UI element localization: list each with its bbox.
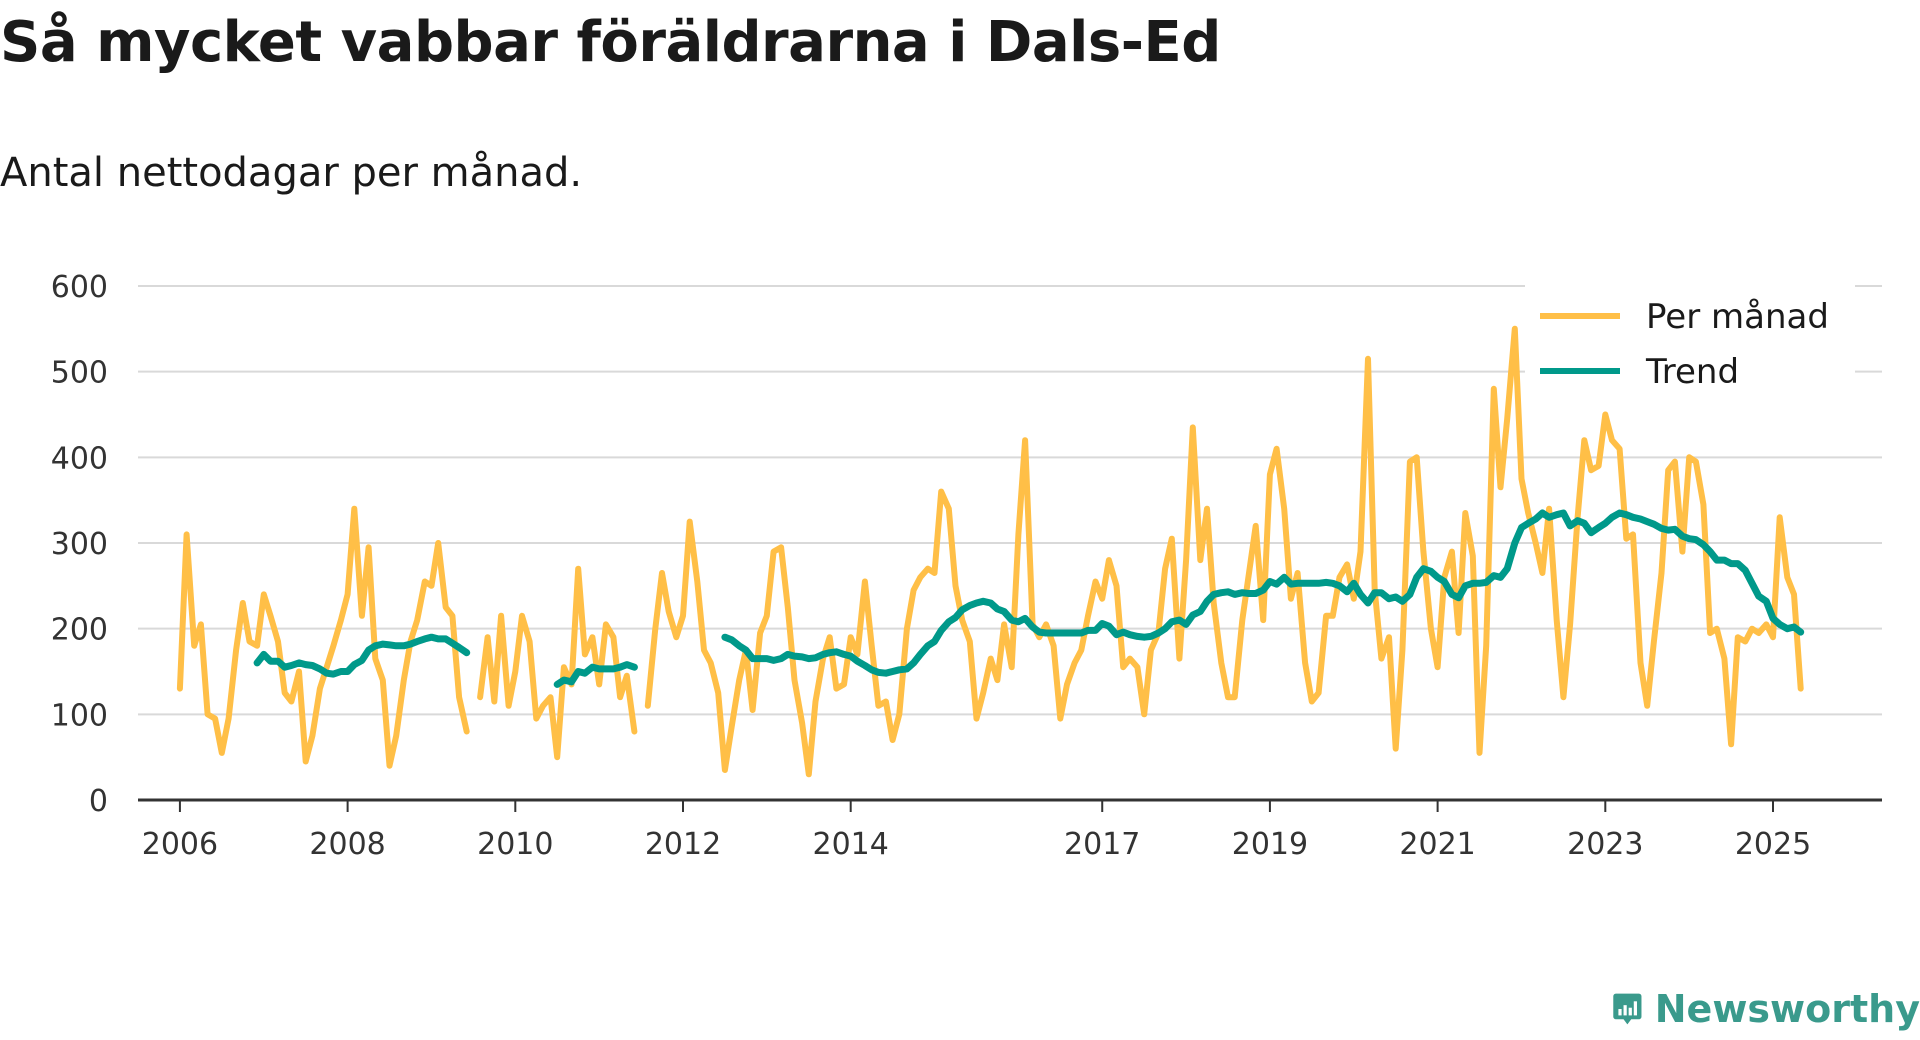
legend-background [1525, 283, 1855, 398]
y-tick-label-500: 500 [51, 356, 108, 391]
y-tick-label-600: 600 [51, 270, 108, 305]
y-axis-ticks: 0 100 200 300 400 500 600 [51, 270, 108, 819]
y-tick-label-100: 100 [51, 698, 108, 733]
x-tick-label-2017: 2017 [1064, 827, 1140, 862]
series-per-manad [176, 325, 1804, 778]
x-tick-label-2021: 2021 [1399, 827, 1475, 862]
newsworthy-logo: Newsworthy [1612, 978, 1920, 1040]
x-tick-label-2006: 2006 [142, 827, 218, 862]
y-tick-label-400: 400 [51, 441, 108, 476]
chart-series [176, 325, 1805, 778]
series-line-trend-2 [721, 509, 1805, 677]
series-trend [253, 509, 1805, 688]
legend-label-trend: Trend [1645, 352, 1739, 392]
newsworthy-logo-icon [1613, 993, 1642, 1025]
chart-subtitle: Antal nettodagar per månad. [0, 150, 583, 196]
x-tick-label-2008: 2008 [309, 827, 385, 862]
x-tick-label-2025: 2025 [1735, 827, 1811, 862]
series-line-per-manad-2 [644, 325, 1804, 778]
x-tick-label-2014: 2014 [813, 827, 889, 862]
newsworthy-logo-text: Newsworthy [1654, 987, 1920, 1031]
legend: Per månad Trend [1525, 283, 1855, 398]
series-line-trend-1 [553, 661, 638, 688]
legend-label-per-manad: Per månad [1646, 297, 1829, 337]
x-axis-ticks: 2006 2008 2010 2012 2014 2017 2019 2021 2023 2025 [142, 800, 1811, 862]
x-tick-label-2019: 2019 [1232, 827, 1308, 862]
y-tick-label-300: 300 [51, 527, 108, 562]
chart-title: Så mycket vabbar föräldrarna i Dals-Ed [0, 10, 1221, 75]
x-tick-label-2023: 2023 [1567, 827, 1643, 862]
series-line-trend-0 [253, 633, 471, 678]
series-line-per-manad-1 [477, 565, 638, 761]
y-tick-label-0: 0 [89, 784, 108, 819]
x-tick-label-2010: 2010 [477, 827, 553, 862]
series-line-per-manad-0 [176, 505, 470, 769]
y-tick-label-200: 200 [51, 613, 108, 648]
x-tick-label-2012: 2012 [645, 827, 721, 862]
